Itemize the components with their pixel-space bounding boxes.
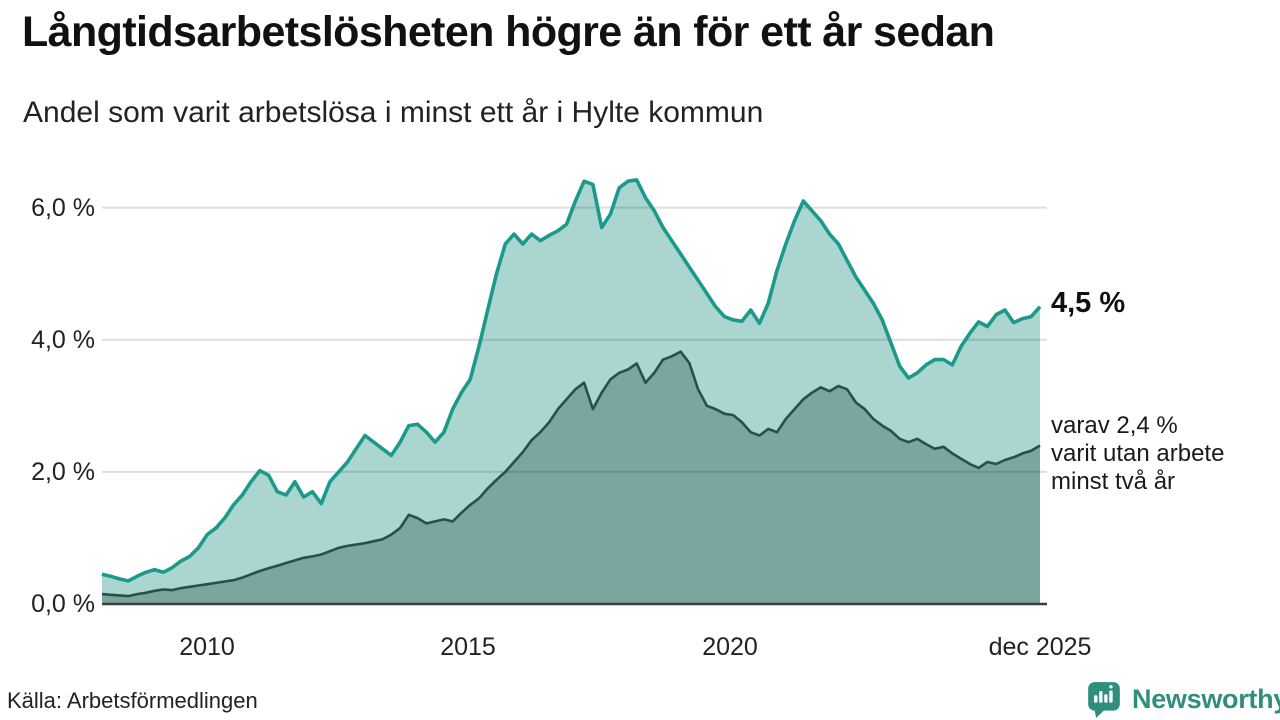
series2-line [101, 350, 1041, 598]
page-subtitle: Andel som varit arbetslösa i minst ett å… [23, 96, 764, 129]
series1-line [101, 178, 1042, 583]
source-note: Källa: Arbetsförmedlingen [7, 688, 258, 713]
series2-area [102, 351, 1040, 604]
series2-end-value-label: varav 2,4 % varit utan arbete minst två … [1051, 412, 1225, 495]
series1-end-value-label: 4,5 % [1051, 287, 1126, 319]
brand-logo: Newsworthy [1085, 680, 1280, 718]
brand-name: Newsworthy [1132, 683, 1280, 714]
page-title: Långtidsarbetslösheten högre än för ett … [22, 8, 995, 56]
bar-chart-speech-bubble-icon [1088, 682, 1120, 718]
